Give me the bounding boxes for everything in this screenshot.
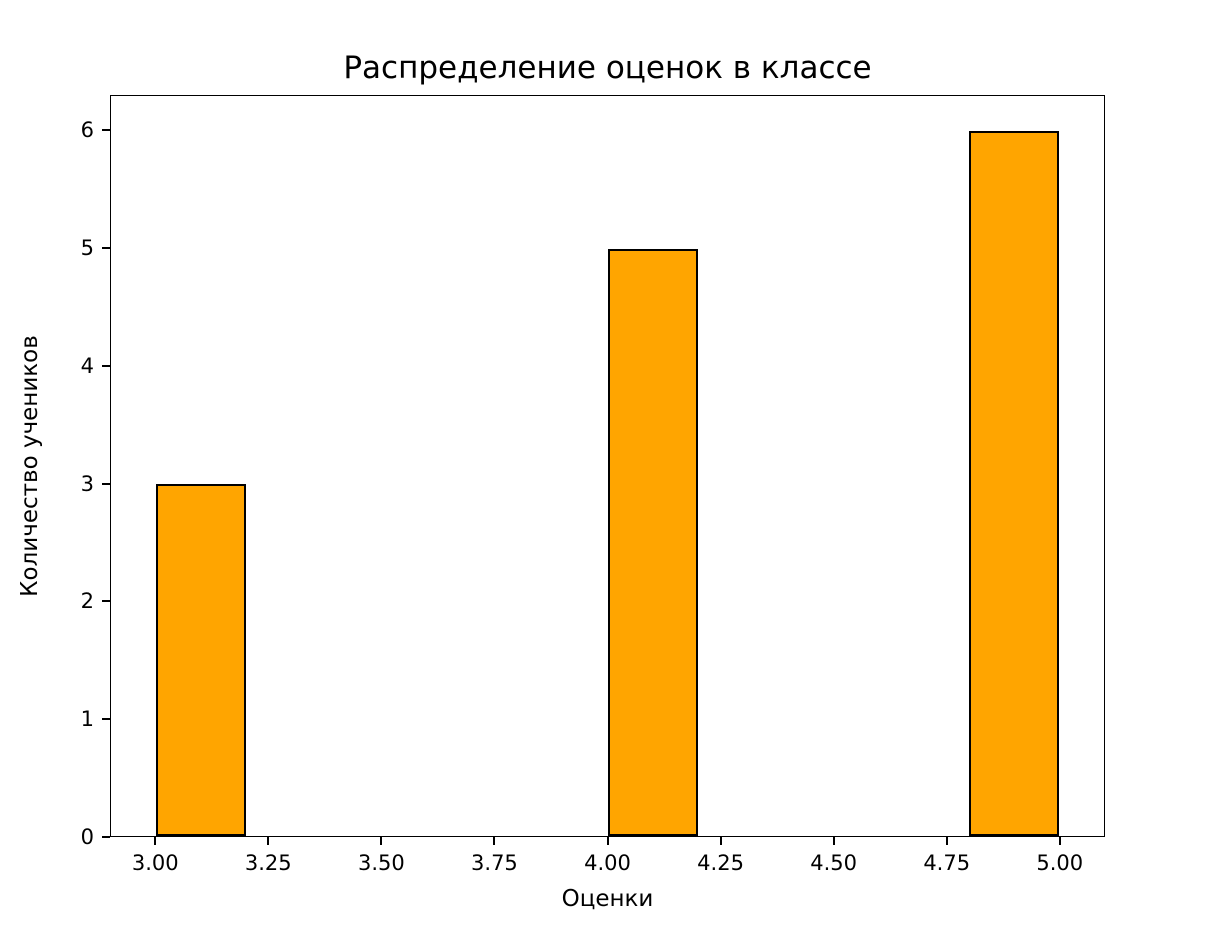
y-tick-label: 0 [80,825,94,849]
y-tick-label: 3 [80,471,94,496]
x-tick-mark [380,837,383,845]
y-tick-mark [102,364,110,367]
y-tick-mark [102,718,110,721]
x-tick-label: 3.50 [357,851,405,875]
chart-title: Распределение оценок в классе [343,50,872,86]
y-tick-mark [102,482,110,485]
x-tick-mark [606,837,609,845]
histogram-bar [607,248,698,836]
histogram-bar [968,131,1059,836]
x-tick-label: 5.00 [1036,851,1084,875]
y-tick-label: 1 [80,707,94,732]
x-axis-label: Оценки [561,886,654,912]
y-tick-label: 4 [80,353,94,378]
y-tick-label: 2 [80,589,94,614]
x-tick-label: 3.75 [471,851,518,875]
y-tick-label: 6 [80,118,94,143]
x-tick-mark [719,837,722,845]
x-tick-mark [945,837,948,845]
y-axis-ticks: 0 1 2 3 4 5 6 [0,95,110,849]
histogram-bar [156,483,247,836]
x-tick-label: 3.00 [131,851,179,875]
x-tick-mark [154,837,157,845]
x-tick-mark [1058,837,1061,845]
x-tick-label: 4.50 [810,851,858,875]
y-tick-mark [102,247,110,250]
x-tick-mark [832,837,835,845]
x-tick-mark [493,837,496,845]
y-tick-mark [102,600,110,603]
y-tick-mark [102,836,110,838]
x-axis-ticks: 3.00 3.25 3.50 3.75 4.00 4.25 4.50 4.75 5.00 [110,837,1105,887]
y-tick-label: 5 [80,236,94,261]
y-tick-mark [102,129,110,132]
x-tick-label: 4.25 [697,851,744,875]
axes [110,95,1105,837]
x-tick-mark [267,837,270,845]
x-tick-label: 3.25 [244,851,292,875]
x-tick-label: 4.00 [584,851,631,875]
x-tick-label: 4.75 [923,851,971,875]
